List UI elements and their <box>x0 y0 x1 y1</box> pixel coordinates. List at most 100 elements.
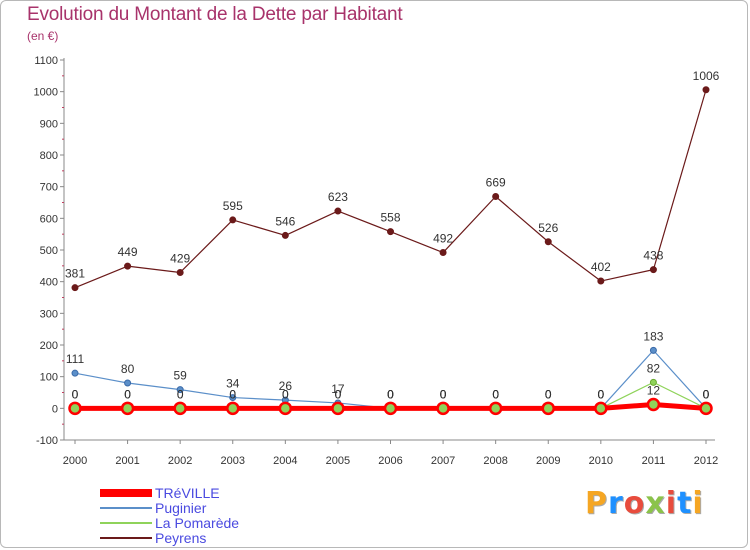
data-label-peyrens: 623 <box>328 190 348 204</box>
data-label-la-pomar-de: 0 <box>545 387 552 401</box>
x-tick-label: 2004 <box>273 455 297 467</box>
logo-letter: o <box>623 486 646 521</box>
data-label-peyrens: 669 <box>486 175 506 189</box>
data-point-tr-ville <box>383 401 398 416</box>
x-tick-label: 2011 <box>642 455 666 467</box>
x-tick-label: 2012 <box>694 455 718 467</box>
data-label-peyrens: 558 <box>380 211 400 225</box>
y-tick-label: 1100 <box>34 55 58 67</box>
data-point-tr-ville <box>331 401 345 416</box>
data-point-puginier <box>124 379 132 387</box>
data-label-tr-ville: 0 <box>282 387 289 401</box>
data-point-peyrens <box>649 266 657 274</box>
data-label-tr-ville: 0 <box>72 387 79 401</box>
data-label-peyrens: 526 <box>538 221 558 235</box>
y-tick-label: 800 <box>40 150 58 162</box>
x-tick-label: 2002 <box>168 455 192 467</box>
y-tick-label: 100 <box>40 372 58 384</box>
data-label-peyrens: 546 <box>275 214 295 228</box>
y-tick-label: 700 <box>40 182 58 194</box>
data-label-la-pomar-de: 0 <box>335 387 342 401</box>
data-label-tr-ville: 0 <box>440 387 447 401</box>
data-label-tr-ville: 0 <box>335 387 342 401</box>
data-label-puginier: 0 <box>387 387 394 401</box>
data-point-tr-ville <box>278 401 293 416</box>
data-point-peyrens <box>124 262 132 270</box>
logo-letter: r <box>608 486 624 521</box>
data-label-la-pomar-de: 0 <box>124 387 131 401</box>
data-label-peyrens: 492 <box>433 232 453 246</box>
x-tick-label: 2008 <box>483 455 507 467</box>
y-tick-label: 0 <box>52 403 58 415</box>
chart-subtitle: (en €) <box>27 29 59 43</box>
data-point-peyrens <box>492 192 500 200</box>
data-label-tr-ville: 12 <box>647 384 661 398</box>
x-tick-label: 2003 <box>221 455 245 467</box>
data-label-la-pomar-de: 82 <box>647 361 661 375</box>
data-point-peyrens <box>334 207 342 215</box>
logo-letter: x <box>645 486 666 521</box>
data-point-la-pomar-de <box>649 378 657 386</box>
data-label-puginier: 0 <box>545 387 552 401</box>
legend-swatch-puginier <box>100 507 152 509</box>
data-point-tr-ville <box>436 401 450 416</box>
data-label-la-pomar-de: 0 <box>597 387 604 401</box>
data-label-tr-ville: 0 <box>229 387 236 401</box>
y-tick-label: 900 <box>40 118 58 130</box>
legend-item-peyrens: Peyrens <box>100 530 350 546</box>
legend-swatch-peyrens <box>100 537 152 539</box>
logo-letter: i <box>665 486 678 521</box>
data-point-puginier <box>71 369 79 377</box>
data-label-tr-ville: 0 <box>597 387 604 401</box>
data-label-tr-ville: 0 <box>387 387 394 401</box>
data-label-puginier: 80 <box>121 362 135 376</box>
legend-label-peyrens: Peyrens <box>155 530 207 546</box>
chart-legend: TRéVILLE Puginier La Pomarède Peyrens <box>100 485 350 546</box>
logo-letter: t <box>677 486 693 521</box>
data-point-puginier <box>176 386 184 394</box>
data-point-puginier <box>229 394 237 402</box>
data-point-tr-ville <box>226 401 240 416</box>
proxiti-logo: Proxiti <box>585 486 704 521</box>
x-tick-label: 2010 <box>589 455 613 467</box>
data-label-tr-ville: 0 <box>545 387 552 401</box>
data-label-peyrens: 429 <box>170 251 190 265</box>
data-point-tr-ville <box>120 401 135 416</box>
data-point-tr-ville <box>68 401 82 416</box>
y-tick-label: 300 <box>40 308 58 320</box>
data-label-peyrens: 449 <box>118 245 138 259</box>
y-tick-label: -100 <box>36 435 58 447</box>
legend-item-treville: TRéVILLE <box>100 485 350 501</box>
data-point-tr-ville <box>646 397 661 412</box>
data-point-tr-ville <box>173 401 187 416</box>
x-tick-label: 2006 <box>378 455 402 467</box>
data-point-peyrens <box>544 238 552 246</box>
data-label-la-pomar-de: 0 <box>229 387 236 401</box>
data-point-tr-ville <box>541 401 555 416</box>
data-point-peyrens <box>229 216 237 224</box>
data-point-puginier <box>649 346 657 354</box>
data-point-peyrens <box>702 86 710 94</box>
data-label-peyrens: 1006 <box>693 69 720 83</box>
data-point-peyrens <box>281 231 289 239</box>
data-label-peyrens: 438 <box>643 249 663 263</box>
data-point-tr-ville <box>594 401 608 416</box>
x-tick-label: 2005 <box>326 455 350 467</box>
x-tick-label: 2009 <box>536 455 560 467</box>
y-tick-label: 200 <box>40 340 58 352</box>
data-label-la-pomar-de: 0 <box>440 387 447 401</box>
data-label-puginier: 59 <box>173 369 187 383</box>
y-tick-label: 400 <box>40 277 58 289</box>
data-label-puginier: 0 <box>440 387 447 401</box>
x-tick-label: 2001 <box>115 455 139 467</box>
data-label-puginier: 0 <box>492 387 499 401</box>
x-tick-label: 2007 <box>431 455 455 467</box>
data-point-peyrens <box>597 277 605 285</box>
data-label-peyrens: 381 <box>65 267 85 281</box>
data-label-tr-ville: 0 <box>177 387 184 401</box>
data-label-puginier: 34 <box>226 377 240 391</box>
data-point-peyrens <box>439 249 447 257</box>
y-tick-label: 600 <box>40 213 58 225</box>
data-label-la-pomar-de: 0 <box>387 387 394 401</box>
